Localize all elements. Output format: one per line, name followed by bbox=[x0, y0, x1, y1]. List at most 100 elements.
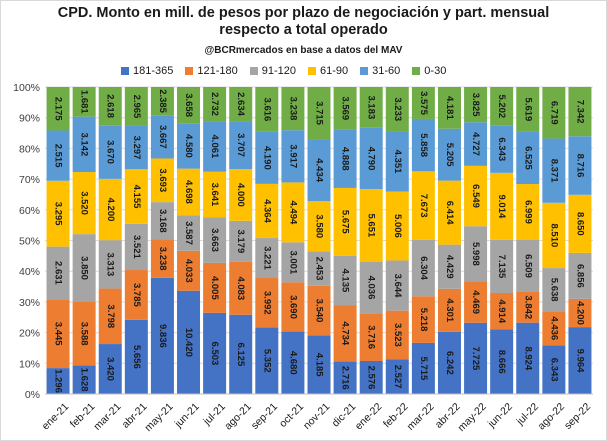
bar-segment bbox=[464, 122, 488, 166]
x-tick-label: mar-21 bbox=[91, 401, 123, 433]
data-label: 5.656 bbox=[131, 345, 142, 369]
y-tick-label: 90% bbox=[19, 113, 40, 125]
data-label: 6.503 bbox=[209, 342, 220, 366]
data-label: 8.371 bbox=[548, 159, 559, 183]
x-tick-label: may-22 bbox=[456, 401, 489, 434]
data-label: 4.061 bbox=[209, 135, 220, 159]
bar-segment bbox=[359, 127, 383, 190]
bar-segment bbox=[98, 240, 122, 289]
bar-segment bbox=[150, 277, 174, 394]
bar-segment bbox=[490, 87, 514, 126]
chart-title-line-2: respecto a total operado bbox=[219, 22, 388, 38]
y-tick-label: 10% bbox=[19, 358, 40, 370]
bar-segment bbox=[46, 299, 70, 369]
bar-segment bbox=[177, 123, 201, 169]
bar-segment bbox=[516, 291, 540, 323]
bar-segment bbox=[307, 139, 331, 202]
bar-segment bbox=[177, 168, 201, 216]
bar-segment bbox=[411, 118, 435, 172]
data-label: 3.667 bbox=[157, 125, 168, 149]
data-label: 3.168 bbox=[157, 209, 168, 233]
data-label: 1.296 bbox=[53, 369, 64, 393]
data-label: 4.429 bbox=[444, 255, 455, 279]
y-tick-label: 20% bbox=[19, 328, 40, 340]
bar-segment bbox=[333, 129, 357, 188]
bar-segment bbox=[255, 87, 279, 132]
data-label: 2.453 bbox=[314, 257, 325, 281]
legend-item: 61-90 bbox=[308, 65, 348, 77]
bar-segment bbox=[150, 115, 174, 159]
data-label: 3.715 bbox=[314, 101, 325, 125]
data-label: 4.083 bbox=[235, 276, 246, 300]
bar-segment bbox=[307, 201, 331, 252]
data-label: 3.001 bbox=[287, 250, 298, 274]
bar-segment bbox=[542, 345, 566, 394]
bar-segment bbox=[229, 169, 253, 221]
x-tick-label: nov-21 bbox=[301, 401, 332, 432]
data-label: 6.343 bbox=[548, 358, 559, 382]
data-label: 10.420 bbox=[183, 328, 194, 357]
bar-segment bbox=[411, 87, 435, 119]
bar-segment bbox=[124, 169, 148, 224]
bar-segment bbox=[516, 322, 540, 394]
legend-label: 91-120 bbox=[261, 65, 297, 77]
data-label: 4.580 bbox=[183, 134, 194, 158]
bar-segment bbox=[229, 121, 253, 170]
bar-segment bbox=[281, 182, 305, 243]
x-tick-label: ene-22 bbox=[353, 401, 385, 433]
data-label: 5.858 bbox=[418, 133, 429, 157]
data-label: 3.825 bbox=[470, 93, 481, 117]
bar-segment bbox=[98, 178, 122, 241]
bar-segment bbox=[72, 172, 96, 235]
bar-segment bbox=[333, 87, 357, 130]
bar-segment bbox=[307, 285, 331, 336]
data-label: 6.525 bbox=[522, 146, 533, 170]
legend-item: 0-30 bbox=[412, 65, 446, 77]
data-label: 3.295 bbox=[53, 202, 64, 226]
bar-segment bbox=[359, 189, 383, 262]
data-label: 3.644 bbox=[392, 274, 403, 298]
data-label: 4.185 bbox=[314, 353, 325, 377]
bar-segment bbox=[177, 215, 201, 251]
bar-segment bbox=[177, 290, 201, 394]
bar-segment bbox=[229, 314, 253, 394]
x-tick-label: jun-21 bbox=[172, 401, 202, 431]
data-label: 8.716 bbox=[574, 154, 585, 178]
data-label: 4.301 bbox=[444, 298, 455, 322]
data-label: 5.218 bbox=[418, 308, 429, 332]
bar-segment bbox=[150, 202, 174, 240]
data-label: 4.351 bbox=[392, 150, 403, 174]
bar-segment bbox=[255, 278, 279, 328]
bar-segment bbox=[437, 331, 461, 394]
data-label: 4.914 bbox=[496, 299, 507, 323]
bar-segment bbox=[203, 87, 227, 122]
data-label: 2.634 bbox=[235, 92, 246, 116]
bar-segment bbox=[333, 255, 357, 306]
data-label: 3.670 bbox=[105, 140, 116, 164]
bar-segment bbox=[464, 226, 488, 282]
data-label: 3.233 bbox=[392, 97, 403, 121]
data-label: 4.734 bbox=[340, 321, 351, 345]
bar-segment bbox=[437, 128, 461, 181]
data-label: 4.155 bbox=[131, 185, 142, 209]
data-label: 2.716 bbox=[340, 366, 351, 390]
data-label: 4.200 bbox=[574, 301, 585, 325]
data-label: 4.135 bbox=[340, 268, 351, 292]
bar-segment bbox=[150, 239, 174, 278]
bar-segment bbox=[46, 87, 70, 131]
data-label: 5.202 bbox=[496, 94, 507, 118]
data-label: 6.414 bbox=[444, 201, 455, 225]
data-label: 5.619 bbox=[522, 98, 533, 122]
bar-segment bbox=[542, 311, 566, 346]
bar-segment bbox=[568, 136, 592, 195]
data-label: 2.175 bbox=[53, 97, 64, 121]
legend-label: 121-180 bbox=[197, 65, 238, 77]
data-label: 2.965 bbox=[131, 95, 142, 119]
data-label: 4.469 bbox=[470, 290, 481, 314]
data-label: 6.999 bbox=[522, 200, 533, 224]
data-label: 4.036 bbox=[366, 276, 377, 300]
bar-segment bbox=[385, 191, 409, 261]
data-label: 3.690 bbox=[287, 295, 298, 319]
data-label: 3.420 bbox=[105, 357, 116, 381]
